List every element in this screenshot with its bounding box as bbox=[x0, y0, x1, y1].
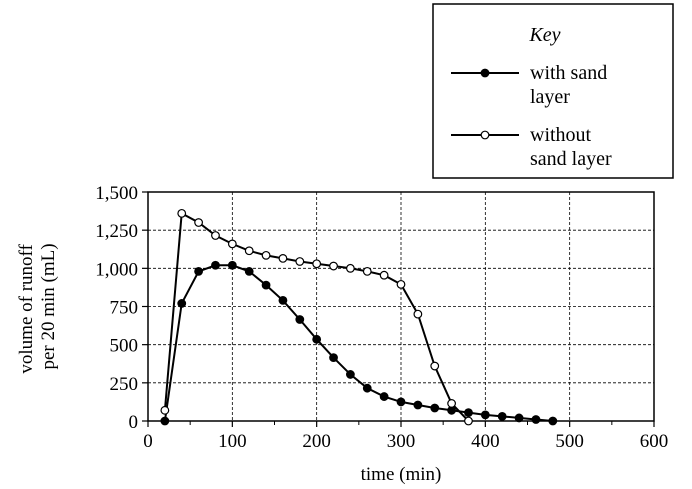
data-point bbox=[447, 399, 457, 408]
y-tick-label: 750 bbox=[110, 298, 139, 319]
x-tick-label: 100 bbox=[218, 431, 247, 452]
legend-entries: with sand layer without sand layer bbox=[451, 62, 612, 170]
data-point bbox=[464, 408, 473, 418]
series-without-sand-layer bbox=[160, 208, 473, 426]
data-point bbox=[295, 315, 305, 324]
data-point bbox=[531, 415, 541, 424]
data-point bbox=[211, 260, 220, 270]
legend: Key with sand layer without sand layer bbox=[432, 3, 674, 179]
grid bbox=[148, 192, 654, 421]
data-point bbox=[548, 416, 558, 426]
data-point bbox=[244, 266, 254, 276]
legend-marker bbox=[480, 68, 490, 78]
y-axis-title-line-2: per 20 min (mL) bbox=[38, 243, 59, 369]
data-point bbox=[514, 413, 524, 423]
data-point bbox=[396, 397, 406, 407]
data-point bbox=[497, 412, 507, 421]
legend-box bbox=[432, 3, 674, 179]
data-point bbox=[346, 370, 355, 379]
data-point bbox=[227, 260, 237, 270]
legend-label: with sand layer bbox=[530, 62, 607, 108]
data-point bbox=[261, 280, 271, 290]
data-point bbox=[430, 403, 440, 413]
data-point bbox=[329, 353, 338, 363]
series-with-sand-layer bbox=[160, 260, 558, 426]
data-point bbox=[194, 218, 204, 227]
data-point bbox=[177, 208, 187, 218]
data-point bbox=[464, 416, 473, 426]
data-point bbox=[346, 263, 355, 273]
data-point bbox=[244, 246, 254, 256]
data-point bbox=[329, 261, 338, 271]
data-point bbox=[177, 299, 187, 308]
x-tick-label: 600 bbox=[640, 431, 669, 452]
data-point bbox=[261, 250, 271, 260]
data-point bbox=[430, 361, 440, 371]
data-point bbox=[295, 257, 305, 266]
data-point bbox=[379, 392, 389, 401]
y-tick-label: 0 bbox=[129, 412, 139, 433]
legend-marker bbox=[480, 130, 490, 140]
data-point bbox=[227, 239, 237, 249]
axis-ticks: 0 100 200 300 400 500 600 0 250 500 750 1,000 1,250 1… bbox=[95, 183, 668, 452]
data-point bbox=[160, 405, 170, 415]
data-point bbox=[312, 334, 322, 344]
data-point bbox=[312, 259, 322, 269]
y-tick-label: 1,000 bbox=[95, 259, 138, 280]
data-point bbox=[480, 410, 490, 420]
y-tick-label: 1,250 bbox=[95, 221, 138, 242]
data-point bbox=[194, 266, 204, 276]
x-tick-label: 300 bbox=[387, 431, 416, 452]
data-point bbox=[362, 266, 372, 276]
data-point bbox=[379, 270, 389, 280]
data-point bbox=[160, 416, 170, 426]
data-point bbox=[413, 400, 423, 410]
data-point bbox=[362, 383, 372, 393]
legend-title: Key bbox=[528, 24, 560, 46]
y-tick-label: 1,500 bbox=[95, 183, 138, 204]
data-series bbox=[160, 208, 558, 426]
x-tick-label: 400 bbox=[471, 431, 500, 452]
y-axis-title-line-1: volume of runoff bbox=[16, 243, 37, 373]
legend-entry: with sand layer bbox=[451, 62, 607, 108]
y-tick-label: 250 bbox=[110, 374, 139, 395]
data-point bbox=[278, 295, 288, 305]
y-axis-title: volume of runoff per 20 min (mL) bbox=[16, 239, 59, 373]
data-point bbox=[211, 231, 220, 240]
data-point bbox=[396, 279, 406, 289]
x-tick-label: 0 bbox=[143, 431, 153, 452]
y-tick-label: 500 bbox=[110, 336, 139, 357]
x-axis-title: time (min) bbox=[361, 464, 442, 485]
legend-entry: without sand layer bbox=[451, 124, 612, 170]
x-tick-label: 500 bbox=[555, 431, 584, 452]
legend-label: without sand layer bbox=[530, 124, 612, 170]
series-line bbox=[163, 264, 553, 422]
data-point bbox=[413, 309, 423, 319]
x-tick-label: 200 bbox=[302, 431, 331, 452]
data-point bbox=[278, 254, 288, 263]
